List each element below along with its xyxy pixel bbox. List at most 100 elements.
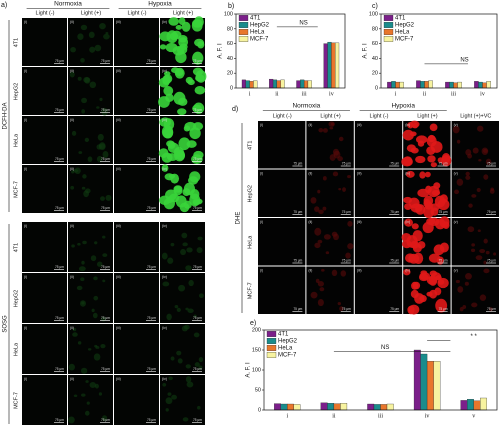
panel-index: (i) [24, 118, 27, 122]
cell [483, 174, 489, 180]
cell [185, 307, 189, 311]
cell [188, 279, 194, 287]
panel-label: a) [1, 2, 7, 9]
scale-bar-label: 75 μm [487, 210, 496, 214]
cell [178, 17, 186, 26]
cell [332, 171, 339, 177]
cell [105, 31, 109, 35]
scale-bar-label: 75 μm [293, 258, 302, 262]
cell [437, 279, 445, 285]
cell [189, 189, 200, 200]
cell [159, 117, 172, 128]
cell [409, 131, 417, 137]
cell [467, 226, 475, 233]
panel-index: (i) [24, 20, 27, 24]
panel-index: (ii) [70, 326, 74, 330]
cell [314, 227, 322, 236]
scale-bar-label: 75 μm [293, 307, 302, 311]
y-tick-label: 50 [255, 387, 261, 393]
cell [81, 97, 88, 104]
cell [94, 241, 98, 245]
legend-swatch [266, 352, 277, 358]
cell [89, 46, 96, 53]
cell [483, 268, 490, 274]
plot-frame [235, 13, 346, 89]
condition-header: Light (+) [320, 113, 340, 119]
group-header: Hypoxia [391, 103, 415, 110]
cell [318, 209, 324, 214]
scale-bar-label: 75 μm [55, 157, 64, 161]
cell [168, 376, 173, 381]
probe-label: SOSG [3, 315, 9, 333]
cell [182, 188, 191, 197]
legend-swatch [383, 22, 394, 28]
panel-index: (iii) [116, 20, 121, 24]
row-label: HepG2 [13, 290, 19, 307]
panel-index: (iv) [162, 377, 167, 381]
y-tick-label: 150 [252, 347, 261, 353]
micrograph [354, 266, 403, 314]
scale-bar-label: 75 μm [193, 265, 202, 269]
panel-index: (ii) [70, 275, 74, 279]
micrograph [258, 121, 306, 169]
cell [87, 156, 93, 163]
bar [327, 403, 335, 411]
x-tick-label: v [472, 413, 475, 419]
y-tick-label: 0 [258, 407, 261, 413]
cell [176, 350, 182, 356]
cell [483, 238, 488, 244]
bar [453, 82, 458, 89]
cell [317, 298, 324, 307]
micrograph [22, 165, 67, 213]
cell [455, 279, 460, 284]
cell [84, 137, 90, 142]
cell [178, 137, 191, 151]
scale-bar-label: 75 μm [147, 206, 156, 210]
scale-bar-label: 75 μm [487, 258, 496, 262]
cell [96, 106, 100, 109]
cell [102, 235, 106, 239]
cell [93, 276, 98, 281]
micrograph [68, 222, 113, 272]
bar [433, 361, 441, 411]
micrograph [114, 324, 159, 374]
cell [411, 281, 419, 290]
x-tick-label: i [249, 91, 251, 97]
legend-swatch [238, 36, 249, 42]
row-label: MCF-7 [13, 181, 19, 198]
row-label: 4T1 [247, 141, 253, 150]
panel-index: (iii) [357, 123, 362, 127]
cell [161, 152, 173, 163]
cell [198, 365, 203, 370]
cell [162, 74, 171, 85]
micrograph [114, 222, 159, 272]
cell [329, 126, 334, 130]
y-tick-label: 100 [369, 11, 378, 17]
panel-label: b) [228, 3, 234, 10]
bar [460, 400, 468, 411]
bar [445, 81, 450, 89]
cell [441, 153, 451, 164]
cell [165, 42, 178, 53]
cell [404, 218, 414, 227]
scale-bar-label: 75 μm [55, 265, 64, 269]
x-tick-label: iii [451, 91, 456, 97]
panel-index: (i) [24, 275, 27, 279]
micrograph [114, 165, 159, 213]
cell [79, 300, 86, 307]
cell [422, 221, 434, 234]
bar [280, 403, 288, 411]
bar [249, 81, 254, 89]
panel-index: (iii) [116, 275, 121, 279]
bar [413, 349, 421, 411]
cell [72, 332, 78, 337]
legend-label: MCF-7 [250, 37, 269, 43]
bar [307, 80, 312, 89]
bar [380, 404, 388, 411]
bar [474, 81, 479, 89]
y-tick-label: 20 [372, 71, 378, 77]
scale-bar-label: 75 μm [101, 367, 110, 371]
bar [399, 81, 404, 89]
cell [162, 281, 170, 287]
panel-index: (iv) [162, 69, 167, 73]
